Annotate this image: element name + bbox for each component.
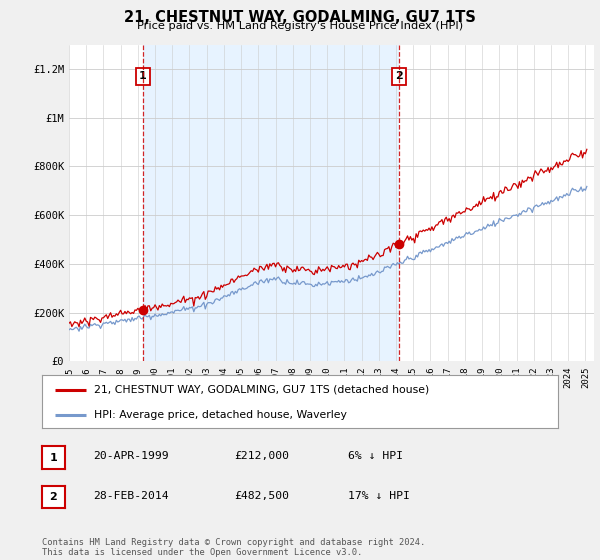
Text: 20-APR-1999: 20-APR-1999	[93, 451, 169, 461]
Text: £212,000: £212,000	[234, 451, 289, 461]
Bar	[143, 45, 399, 361]
Text: 21, CHESTNUT WAY, GODALMING, GU7 1TS (detached house): 21, CHESTNUT WAY, GODALMING, GU7 1TS (de…	[94, 385, 429, 395]
Text: 6% ↓ HPI: 6% ↓ HPI	[348, 451, 403, 461]
Text: 21, CHESTNUT WAY, GODALMING, GU7 1TS: 21, CHESTNUT WAY, GODALMING, GU7 1TS	[124, 10, 476, 25]
Text: 1: 1	[50, 452, 57, 463]
Text: HPI: Average price, detached house, Waverley: HPI: Average price, detached house, Wave…	[94, 410, 346, 420]
Text: Contains HM Land Registry data © Crown copyright and database right 2024.
This d: Contains HM Land Registry data © Crown c…	[42, 538, 425, 557]
Text: £482,500: £482,500	[234, 491, 289, 501]
Text: Price paid vs. HM Land Registry's House Price Index (HPI): Price paid vs. HM Land Registry's House …	[137, 21, 463, 31]
Text: 28-FEB-2014: 28-FEB-2014	[93, 491, 169, 501]
Text: 17% ↓ HPI: 17% ↓ HPI	[348, 491, 410, 501]
Text: 2: 2	[50, 492, 57, 502]
Text: 2: 2	[395, 72, 403, 81]
Text: 1: 1	[139, 72, 147, 81]
